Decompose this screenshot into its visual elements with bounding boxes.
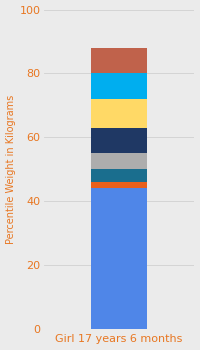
Bar [91,182,147,188]
Bar [91,99,147,128]
Bar [91,74,147,99]
Bar [91,48,147,74]
Bar [91,153,147,169]
Bar [91,128,147,153]
Bar [91,169,147,182]
Bar [91,188,147,329]
Y-axis label: Percentile Weight in Kilograms: Percentile Weight in Kilograms [6,94,16,244]
